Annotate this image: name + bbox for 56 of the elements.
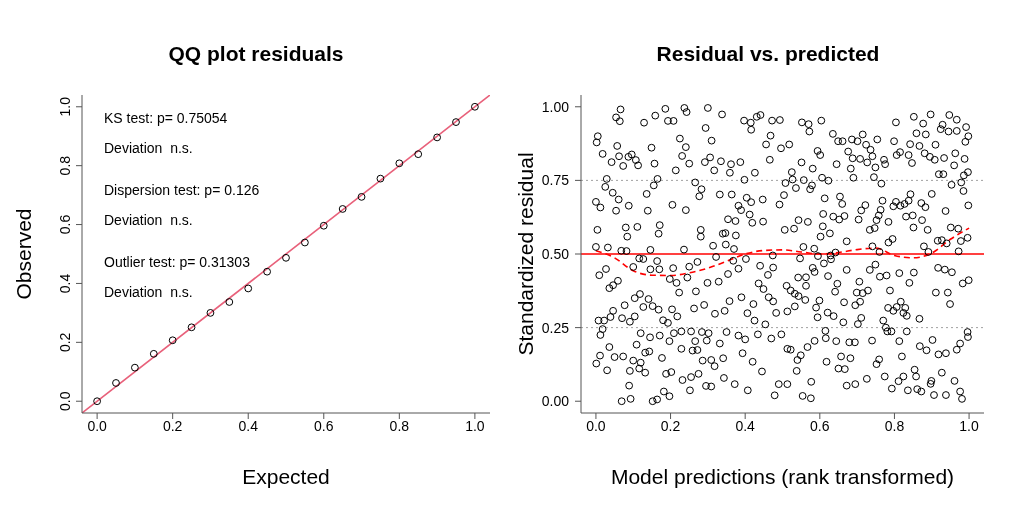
point [452,118,460,126]
point [338,205,347,213]
point [282,253,290,262]
x-axis-title: Model predictions (rank transformed) [610,465,955,488]
annotation: Outlier test: p= 0.31303 [104,254,250,270]
y-tick-label: 0.25 [541,319,570,336]
point [263,267,272,276]
point [319,221,328,230]
x-tick-label: 0.4 [238,417,259,434]
chart-title: QQ plot residuals [167,42,345,66]
point [470,102,479,111]
annotation: Deviation n.s. [104,212,193,228]
x-tick-label: 0.6 [314,417,334,434]
x-axis-title: Expected [242,465,330,488]
point [225,298,234,306]
point [112,379,120,387]
x-tick-label: 0.0 [586,417,606,434]
x-tick-label: 0.4 [735,417,756,434]
y-tick-label: 0.6 [57,214,73,235]
point [130,363,139,372]
point [244,284,253,293]
x-tick-label: 0.8 [884,417,905,434]
x-tick-label: 1.0 [465,417,485,434]
x-tick-label: 1.0 [959,417,980,434]
y-axis-title: Standardized residual [514,152,538,356]
annotation: Deviation n.s. [104,284,193,300]
x-tick-label: 0.6 [810,417,830,434]
point [433,133,442,142]
annotation: Dispersion test: p= 0.126 [104,182,260,198]
point [300,238,309,247]
point [187,323,196,332]
x-tick-label: 0.8 [389,417,410,434]
y-tick-label: 1.00 [541,98,570,115]
annotation: KS test: p= 0.75054 [104,110,228,126]
point [168,336,177,345]
point [93,397,102,406]
x-tick-label: 0.2 [660,417,681,434]
point [357,192,366,201]
y-tick-label: 0.0 [57,391,73,411]
point [395,159,404,168]
point [206,308,215,317]
y-tick-label: 0.00 [541,393,570,410]
x-tick-label: 0.2 [162,417,183,434]
annotation: Deviation n.s. [104,140,193,156]
chart-title: Residual vs. predicted [655,42,881,66]
y-tick-label: 0.50 [541,246,570,262]
y-tick-label: 0.4 [57,273,73,294]
point [376,174,385,183]
x-tick-label: 0.0 [87,417,108,434]
y-tick-label: 0.2 [57,332,73,353]
point [149,349,158,358]
y-axis-title: Observed [12,208,36,300]
y-tick-label: 0.75 [541,172,570,189]
y-tick-label: 0.8 [57,155,73,176]
point [414,150,423,159]
y-tick-label: 1.0 [57,96,73,117]
